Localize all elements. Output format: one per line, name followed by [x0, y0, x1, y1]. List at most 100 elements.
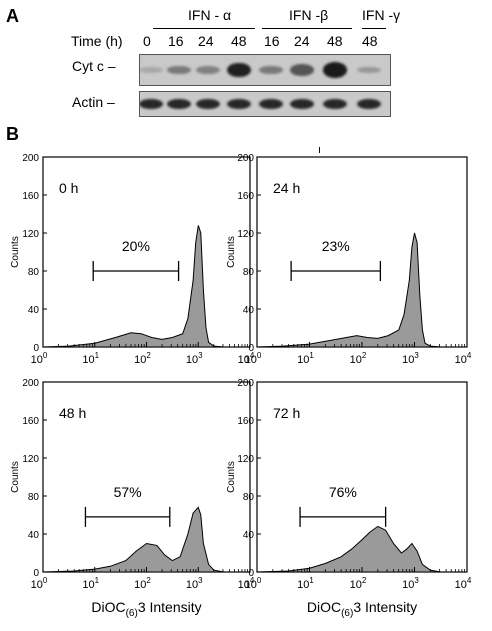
plot-0-ytick-label-1: 40: [28, 305, 40, 316]
plot-2-ylabel: Counts: [10, 461, 21, 493]
row-label-cytc: Cyt c –: [72, 58, 116, 74]
plot-1-ytick-label-1: 40: [243, 305, 255, 316]
plot-2-gate-percent: 57%: [114, 484, 142, 500]
cytc-band-3: [227, 62, 251, 78]
plot-3-time-label: 72 h: [273, 405, 300, 421]
plot-0-ytick-label-0: 0: [33, 343, 39, 354]
time-beta-48: 48: [327, 33, 343, 49]
actin-band-2: [196, 98, 220, 110]
actin-band-6: [323, 98, 347, 110]
panel-b-letter: B: [6, 124, 19, 144]
plot-2-time-label: 48 h: [59, 405, 86, 421]
time-beta-16: 16: [264, 33, 280, 49]
plot-3-gate-percent: 76%: [329, 484, 357, 500]
time-0: 0: [143, 33, 151, 49]
plot-2-histogram-area: [42, 506, 250, 573]
cytc-band-0: [140, 67, 163, 73]
plot-2-ytick-label-3: 120: [22, 454, 39, 465]
plot-3-histogram-area: [256, 525, 467, 573]
actin-band-3: [227, 98, 251, 110]
plot-2-ytick-label-0: 0: [33, 568, 39, 579]
plot-1-time-label: 24 h: [273, 180, 300, 196]
panel-a-letter: A: [6, 6, 19, 26]
western-blot-actin: [139, 91, 391, 117]
plot-2-xlabel: DiOC(6)3 Intensity: [91, 599, 201, 619]
cytc-band-2: [196, 65, 220, 75]
time-label: Time (h): [71, 33, 123, 49]
plot-1-xtick-label-1: 101: [297, 351, 314, 366]
plot-1-histogram-area: [256, 232, 467, 348]
plot-1-ytick-label-2: 80: [243, 267, 255, 278]
actin-band-7: [357, 98, 381, 110]
plot-3-ytick-label-2: 80: [243, 492, 255, 503]
actin-band-4: [259, 98, 283, 110]
plot-3-ylabel: Counts: [226, 461, 237, 493]
plot-2-ytick-label-5: 200: [22, 378, 39, 389]
plot-1-ytick-label-5: 200: [237, 153, 254, 164]
plot-3-ytick-label-4: 160: [237, 416, 254, 427]
actin-band-0: [140, 98, 163, 110]
plot-1-xtick-label-2: 102: [350, 351, 367, 366]
plot-3-ytick-label-3: 120: [237, 454, 254, 465]
time-alpha-48: 48: [231, 33, 247, 49]
plot-1-ytick-label-0: 0: [248, 343, 254, 354]
group-label-ifn-alpha: IFN - α: [188, 7, 232, 23]
plot-2-xtick-label-2: 102: [134, 576, 151, 591]
time-alpha-16: 16: [168, 33, 184, 49]
plot-2-xtick-label-0: 100: [31, 576, 48, 591]
plot-3-xtick-label-4: 104: [455, 576, 472, 591]
plot-3-ytick-label-5: 200: [237, 378, 254, 389]
plot-2-ytick-label-2: 80: [28, 492, 40, 503]
plot-0-ylabel: Counts: [10, 236, 21, 268]
time-gamma-48: 48: [362, 33, 378, 49]
plot-1-xtick-label-3: 103: [402, 351, 419, 366]
actin-band-5: [290, 98, 314, 110]
plot-3-xtick-label-0: 100: [245, 576, 262, 591]
group-label-ifn-beta: IFN -β: [289, 7, 329, 23]
cytc-band-6: [323, 62, 347, 78]
actin-band-1: [167, 98, 191, 110]
cytc-band-1: [167, 65, 191, 75]
cytc-band-5: [290, 64, 314, 76]
plot-1-ytick-label-4: 160: [237, 191, 254, 202]
plot-0-xtick-label-1: 101: [82, 351, 99, 366]
plot-0-ytick-label-4: 160: [22, 191, 39, 202]
plot-0-xtick-label-3: 103: [186, 351, 203, 366]
plot-3-ytick-label-1: 40: [243, 530, 255, 541]
plot-3-xtick-label-3: 103: [402, 576, 419, 591]
plot-1-ylabel: Counts: [226, 236, 237, 268]
western-blot-cytc: [139, 54, 391, 86]
plot-2-ytick-label-1: 40: [28, 530, 40, 541]
group-line-ifn-alpha: [153, 28, 255, 29]
plot-1-xtick-label-0: 100: [245, 351, 262, 366]
cytc-band-7: [357, 66, 381, 74]
plot-2-xtick-label-4: 104: [238, 576, 255, 591]
group-line-ifn-beta: [262, 28, 352, 29]
plot-3-ytick-label-0: 0: [248, 568, 254, 579]
plot-2-xtick-label-3: 103: [186, 576, 203, 591]
plot-0-gate-percent: 20%: [122, 238, 150, 254]
stray-tick-mark: ı: [318, 144, 322, 156]
plot-0-ytick-label-5: 200: [22, 153, 39, 164]
row-label-actin: Actin –: [72, 94, 115, 110]
plot-0-xtick-label-2: 102: [134, 351, 151, 366]
plot-0-histogram-area: [42, 225, 250, 348]
plot-3-xlabel: DiOC(6)3 Intensity: [307, 599, 417, 619]
time-alpha-24: 24: [198, 33, 214, 49]
group-label-ifn-gamma: IFN -γ: [362, 7, 401, 23]
plot-0-time-label: 0 h: [59, 180, 78, 196]
cytc-band-4: [259, 65, 283, 75]
plot-1-xtick-label-4: 104: [455, 351, 472, 366]
plot-2-ytick-label-4: 160: [22, 416, 39, 427]
plot-1-gate-percent: 23%: [322, 238, 350, 254]
time-beta-24: 24: [294, 33, 310, 49]
plot-0-ytick-label-2: 80: [28, 267, 40, 278]
plot-3-xtick-label-1: 101: [297, 576, 314, 591]
group-line-ifn-gamma: [362, 28, 386, 29]
plot-2-xtick-label-1: 101: [82, 576, 99, 591]
plot-3-xtick-label-2: 102: [350, 576, 367, 591]
plot-0-xtick-label-0: 100: [31, 351, 48, 366]
plot-0-ytick-label-3: 120: [22, 229, 39, 240]
plot-1-ytick-label-3: 120: [237, 229, 254, 240]
